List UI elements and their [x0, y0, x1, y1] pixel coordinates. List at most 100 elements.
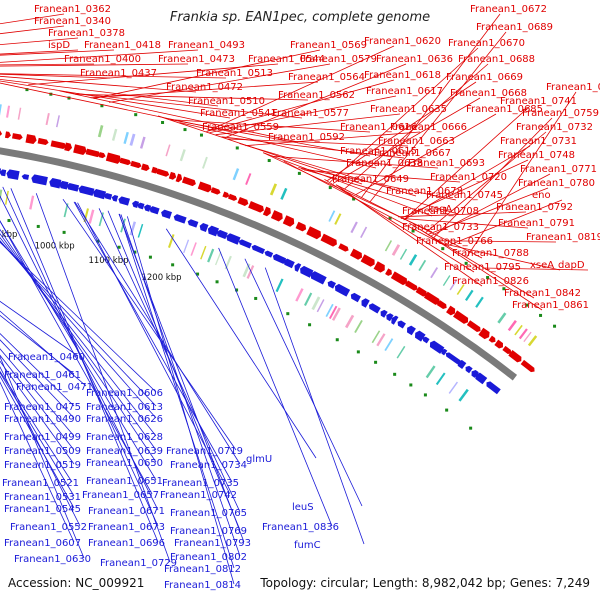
reverse-gene-label: Franean1_0499	[4, 432, 81, 443]
forward-gene-label: Franean1_0473	[158, 54, 235, 65]
gc-marker	[133, 250, 137, 254]
feature-band	[111, 128, 118, 141]
reverse-gene-arrow	[0, 169, 7, 177]
gc-marker	[183, 128, 187, 132]
forward-gene-leader	[361, 13, 501, 198]
reverse-gene-arrow	[465, 365, 473, 374]
feature-band	[295, 288, 304, 302]
reverse-gene-arrow	[391, 315, 399, 325]
forward-gene-leader	[0, 78, 219, 107]
reverse-gene-leader	[10, 188, 159, 543]
reverse-gene-leader	[35, 193, 171, 563]
forward-gene-label: Franean1_0668	[450, 88, 527, 99]
forward-gene-leader	[0, 13, 65, 25]
forward-gene-leader	[0, 63, 189, 67]
gc-marker	[445, 408, 449, 412]
forward-gene-arrow	[436, 300, 447, 309]
reverse-gene-arrow	[334, 283, 351, 297]
reverse-gene-arrow	[66, 183, 80, 192]
forward-gene-label: Franean1_0788	[452, 248, 529, 259]
feature-band	[214, 251, 222, 266]
gc-marker	[25, 88, 29, 92]
reverse-gene-leader	[62, 198, 237, 451]
feature-band	[139, 136, 146, 149]
gc-marker	[356, 350, 360, 354]
reverse-gene-label: Franean1_0521	[2, 478, 79, 489]
forward-gene-label: Franean1_0720	[430, 172, 507, 183]
forward-gene-arrow	[0, 130, 3, 136]
forward-gene-label: Franean1_0577	[272, 108, 349, 119]
reverse-gene-leader	[0, 339, 75, 419]
reverse-gene-leader	[0, 371, 75, 497]
forward-gene-leader	[221, 136, 405, 159]
gc-marker	[235, 146, 239, 150]
reverse-gene-label: Franean1_0735	[162, 478, 239, 489]
reverse-gene-arrow	[422, 336, 430, 344]
reverse-gene-arrow	[137, 202, 145, 210]
forward-gene-leader	[398, 211, 527, 218]
genome-stats-text: Topology: circular; Length: 8,982,042 bp…	[260, 576, 590, 590]
reverse-gene-leader	[165, 228, 317, 459]
forward-gene-label: Franean1_0562	[278, 90, 355, 101]
genome-backbone	[0, 147, 518, 381]
forward-gene-arrow	[404, 280, 418, 291]
reverse-gene-label: Franean1_0769	[170, 526, 247, 537]
forward-gene-label: Franean1_0744	[546, 82, 600, 93]
reverse-gene-arrow	[238, 239, 252, 249]
forward-gene-leader	[224, 63, 407, 139]
forward-gene-leader	[75, 93, 309, 101]
forward-gene-leader	[179, 122, 377, 169]
reverse-gene-leader	[74, 201, 241, 465]
feature-band	[129, 133, 136, 146]
forward-gene-arrow	[156, 168, 170, 177]
reverse-gene-leader	[126, 216, 235, 585]
feature-band	[0, 104, 2, 116]
reverse-gene-arrow	[103, 193, 113, 200]
forward-gene-leader	[403, 105, 531, 221]
reverse-gene-leader	[77, 202, 231, 495]
gc-marker	[67, 96, 71, 100]
feature-band	[435, 372, 446, 386]
gc-marker	[464, 261, 468, 265]
forward-gene-leader	[28, 63, 279, 86]
forward-gene-arrow	[64, 142, 73, 152]
feature-band	[245, 173, 252, 185]
reverse-gene-arrow	[118, 196, 130, 206]
feature-band	[442, 275, 451, 286]
reverse-gene-arrow	[92, 188, 107, 200]
reverse-gene-leader	[0, 366, 81, 527]
reverse-gene-arrow	[216, 229, 228, 240]
forward-gene-arrow	[37, 137, 49, 145]
forward-gene-label: Franean1_0592	[268, 132, 345, 143]
forward-gene-arrow	[222, 191, 230, 198]
forward-gene-label: Franean1_0731	[500, 136, 577, 147]
reverse-gene-label: Franean1_0490	[4, 414, 81, 425]
gc-marker	[199, 133, 203, 137]
feature-band	[167, 234, 175, 248]
feature-band	[384, 240, 393, 252]
forward-gene-leader	[263, 152, 433, 217]
forward-gene-label: Franean1_0678	[386, 186, 463, 197]
feature-band	[497, 312, 507, 324]
reverse-gene-arrow	[350, 292, 361, 303]
forward-gene-leader	[298, 167, 457, 201]
forward-gene-arrow	[385, 268, 392, 276]
forward-gene-label: Franean1_0493	[168, 40, 245, 51]
forward-gene-arrow	[85, 148, 101, 158]
forward-gene-leader	[0, 49, 115, 56]
reverse-gene-label: Franean1_0814	[164, 580, 241, 591]
feature-band	[465, 289, 474, 301]
feature-band	[514, 324, 523, 336]
feature-band	[246, 265, 255, 279]
reverse-gene-label: Franean1_0802	[170, 552, 247, 563]
forward-gene-label: Franean1_0615	[340, 146, 417, 157]
feature-band	[376, 333, 386, 347]
feature-band	[98, 212, 104, 227]
forward-gene-leader	[0, 75, 197, 93]
forward-gene-arrow	[453, 310, 469, 324]
reverse-gene-arrow	[327, 280, 336, 289]
forward-gene-label: Franean1_0617	[366, 86, 443, 97]
forward-gene-label: Franean1_0780	[518, 178, 595, 189]
gc-marker	[328, 186, 332, 190]
